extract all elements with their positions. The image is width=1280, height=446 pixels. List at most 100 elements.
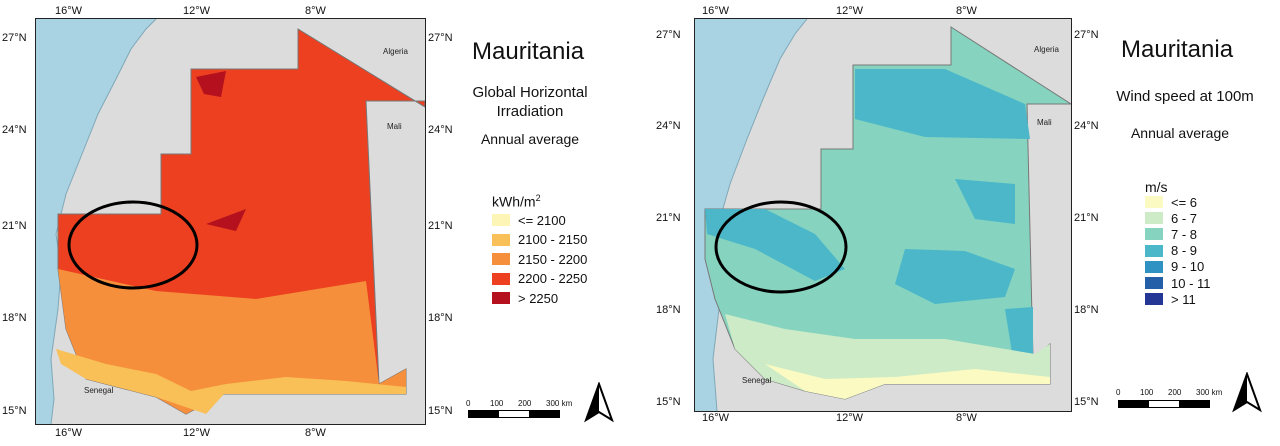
scale-label: 0: [466, 399, 471, 408]
algeria-label: Algeria: [1034, 45, 1059, 54]
legend-item: 7 - 8: [1145, 226, 1198, 242]
mali-label: Mali: [387, 122, 402, 131]
legend-swatch: [1145, 244, 1163, 257]
legend-item: 2150 - 2200: [492, 251, 588, 267]
legend-label: 6 - 7: [1171, 210, 1198, 226]
left-tick: 21°N: [2, 220, 27, 232]
legend-title: kWh/m2: [492, 193, 541, 210]
legend-swatch: [1145, 196, 1163, 208]
legend-item: 2200 - 2250: [492, 271, 588, 286]
left-tick: 15°N: [2, 405, 27, 417]
bottom-tick: 16°W: [55, 427, 83, 439]
top-tick: 8°W: [956, 5, 977, 17]
bottom-tick: 8°W: [956, 412, 977, 424]
scale-label: 300 km: [1196, 388, 1223, 397]
scale-label: 0: [1116, 388, 1121, 397]
legend-swatch: [492, 272, 510, 285]
right-tick: 18°N: [1074, 304, 1099, 316]
scale-bar: [468, 410, 560, 418]
zone-over-2250: [196, 71, 226, 97]
legend-swatch: [1145, 293, 1163, 306]
scale-label: 200: [518, 399, 532, 408]
coastline: [50, 19, 157, 424]
wind-map-panel: 16°W 12°W 8°W 27°N 24°N 21°N 18°N 15°N 2…: [650, 0, 1280, 446]
right-tick: 24°N: [1074, 120, 1099, 132]
scale-label: 100: [490, 399, 504, 408]
zone-8-9: [895, 249, 1015, 304]
bottom-tick: 12°W: [836, 412, 864, 424]
highlight-ellipse: [67, 200, 199, 290]
zone-8-9: [855, 69, 1030, 139]
senegal-label: Senegal: [84, 386, 114, 395]
scale-label: 200: [1168, 388, 1182, 397]
ghi-map-panel: 16°W 12°W 8°W 27°N 24°N 21°N 18°N 15°N 2…: [2, 5, 614, 439]
left-tick: 15°N: [656, 396, 681, 408]
right-tick: 15°N: [1074, 396, 1099, 408]
right-tick: 21°N: [428, 220, 453, 232]
legend-item: 6 - 7: [1145, 210, 1198, 226]
top-tick: 12°W: [836, 5, 864, 17]
right-tick: 27°N: [1074, 29, 1099, 41]
ghi-map: [35, 18, 426, 425]
legend-swatch: [1145, 260, 1163, 273]
legend-label: 2150 - 2200: [518, 251, 588, 267]
bottom-tick: 16°W: [702, 412, 730, 424]
legend-label: 10 - 11: [1171, 275, 1211, 291]
scale-label: 300 km: [546, 399, 573, 408]
zone-under-6: [765, 364, 1050, 399]
legend-swatch: [1145, 277, 1163, 289]
right-tick: 21°N: [1074, 212, 1099, 224]
legend-label: 2200 - 2250: [518, 271, 588, 286]
ocean: [36, 19, 156, 424]
legend-item: 2100 - 2150: [492, 232, 588, 247]
top-tick: 12°W: [183, 5, 211, 17]
legend-item: > 2250: [492, 290, 559, 306]
north-arrow-icon: [1232, 372, 1262, 413]
highlight-ellipse: [714, 200, 848, 294]
wind-map: [694, 18, 1072, 412]
wind-map-svg: [695, 19, 1071, 411]
zone-8-9: [1005, 307, 1033, 359]
map-period: Annual average: [1130, 125, 1230, 141]
top-tick: 16°W: [702, 5, 730, 17]
legend-swatch: [492, 233, 510, 246]
zone-over-2250: [206, 209, 246, 231]
coastline: [712, 19, 808, 411]
legend-item: > 11: [1145, 292, 1196, 307]
map-title: Mauritania: [1121, 36, 1234, 63]
legend-title: m/s: [1145, 179, 1168, 195]
map-title: Mauritania: [472, 38, 585, 65]
legend-swatch: [492, 214, 510, 226]
legend-label: 7 - 8: [1171, 226, 1198, 242]
legend-swatch: [1145, 212, 1163, 225]
zone-8-9: [955, 179, 1015, 224]
ocean: [695, 19, 807, 411]
mali-label: Mali: [1037, 118, 1052, 127]
left-tick: 18°N: [2, 312, 27, 324]
map-subtitle: Wind speed at 100m: [1116, 88, 1254, 105]
left-tick: 21°N: [656, 212, 681, 224]
legend-item: 8 - 9: [1145, 243, 1198, 259]
top-tick: 16°W: [55, 5, 83, 17]
legend-swatch: [492, 292, 510, 304]
legend-label: <= 6: [1171, 194, 1198, 210]
legend-item: 9 - 10: [1145, 259, 1204, 274]
zone-2100-2150: [56, 349, 406, 414]
legend-item: <= 6: [1145, 194, 1198, 210]
senegal-label: Senegal: [742, 376, 772, 385]
scale-label: 100: [1140, 388, 1154, 397]
bottom-tick: 8°W: [305, 427, 326, 439]
top-tick: 8°W: [305, 5, 326, 17]
legend-item: 10 - 11: [1145, 275, 1211, 291]
ghi-map-svg: [36, 19, 425, 424]
legend-item: <= 2100: [492, 212, 566, 228]
legend-label: 8 - 9: [1171, 243, 1198, 259]
legend-label: 2100 - 2150: [518, 232, 588, 247]
legend-label: > 2250: [518, 290, 559, 306]
left-tick: 27°N: [656, 29, 681, 41]
right-tick: 27°N: [428, 32, 453, 44]
left-tick: 24°N: [656, 120, 681, 132]
legend-label: <= 2100: [518, 212, 566, 228]
north-arrow-icon: [584, 382, 614, 423]
legend-swatch: [1145, 228, 1163, 241]
